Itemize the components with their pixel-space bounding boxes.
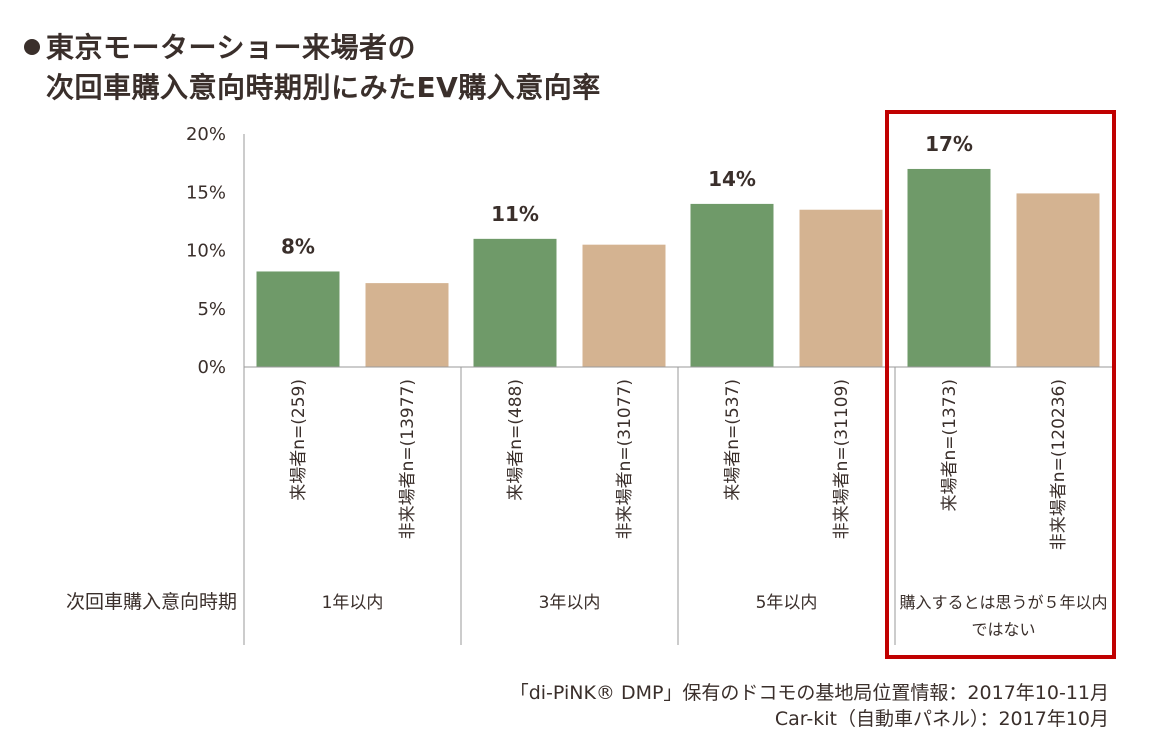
y-tick-label: 20% [186, 124, 226, 145]
group-label: 3年以内 [539, 593, 601, 613]
y-tick-label: 0% [197, 357, 226, 378]
y-tick-label: 5% [197, 299, 226, 320]
bar-visitor [690, 203, 774, 367]
source-line-2: Car-kit（自動車パネル）：2017年10月 [774, 708, 1109, 730]
chart-title: 東京モーターショー来場者の 次回車購入意向時期別にみたEV購入意向率 [24, 28, 601, 108]
category-label: 来場者n=(488) [506, 379, 526, 501]
title-line-1: 東京モーターショー来場者の [46, 31, 416, 64]
bar-data-label: 14% [708, 167, 756, 191]
bar-data-label: 11% [491, 202, 539, 226]
bar-nonvisitor [1016, 193, 1100, 367]
bar-nonvisitor [799, 209, 883, 367]
y-tick-label: 10% [186, 241, 226, 262]
group-label: 1年以内 [322, 593, 384, 613]
category-label: 来場者n=(259) [289, 379, 309, 501]
bar-nonvisitor [582, 244, 666, 367]
category-label: 非来場者n=(13977) [398, 379, 418, 539]
bar-data-label: 8% [281, 234, 315, 258]
bar-visitor [473, 238, 557, 367]
source-line-1: 「di-PiNK® DMP」保有のドコモの基地局位置情報：2017年10-11月 [509, 682, 1109, 704]
bullet-icon [24, 39, 40, 55]
category-label: 来場者n=(537) [723, 379, 743, 501]
bar-data-label: 17% [925, 132, 973, 156]
bar-nonvisitor [365, 283, 449, 367]
group-label: 購入するとは思うが５年以内 [899, 593, 1107, 612]
group-label: 5年以内 [756, 593, 818, 613]
category-label: 来場者n=(1373) [940, 379, 960, 512]
category-label: 非来場者n=(31077) [615, 379, 635, 539]
category-label: 非来場者n=(120236) [1049, 379, 1069, 550]
bar-visitor [256, 271, 340, 367]
category-label: 非来場者n=(31109) [832, 379, 852, 539]
bar-visitor [907, 168, 991, 367]
y-tick-label: 15% [186, 182, 226, 203]
group-label-line2: ではない [971, 620, 1035, 639]
source-note: 「di-PiNK® DMP」保有のドコモの基地局位置情報：2017年10-11月… [510, 680, 1109, 732]
group-axis-label: 次回車購入意向時期 [66, 591, 237, 613]
title-line-2: 次回車購入意向時期別にみたEV購入意向率 [46, 71, 601, 104]
highlight-box [885, 110, 1116, 659]
